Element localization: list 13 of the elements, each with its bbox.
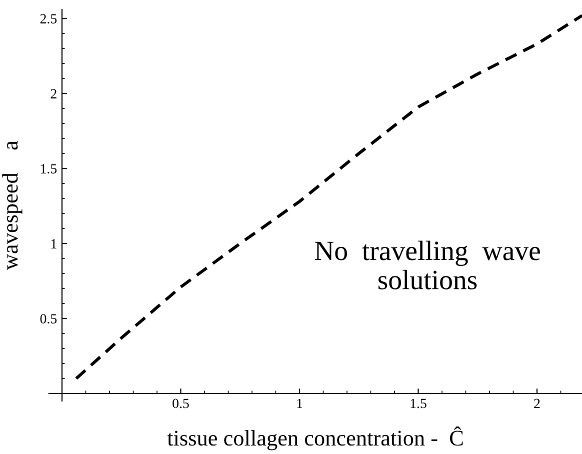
x-tick-label: 2 (534, 398, 540, 408)
y-tick-label: 2.5 (40, 14, 57, 24)
y-axis-title: wavespeed a (2, 140, 22, 270)
x-axis-title: tissue collagen concentration - Ĉ (167, 426, 463, 450)
y-tick-label: 2 (50, 89, 56, 98)
annotation: No travelling wave solutions (314, 240, 540, 290)
y-tick-label: 1 (51, 239, 56, 248)
x-tick-label: 1.5 (410, 398, 426, 408)
y-tick-label: 1.5 (41, 164, 57, 174)
x-tick-label: 1 (297, 398, 302, 408)
y-tick-label: 0.5 (40, 314, 57, 324)
x-tick-label: 0.5 (172, 398, 189, 408)
line-series (74, 14, 582, 380)
